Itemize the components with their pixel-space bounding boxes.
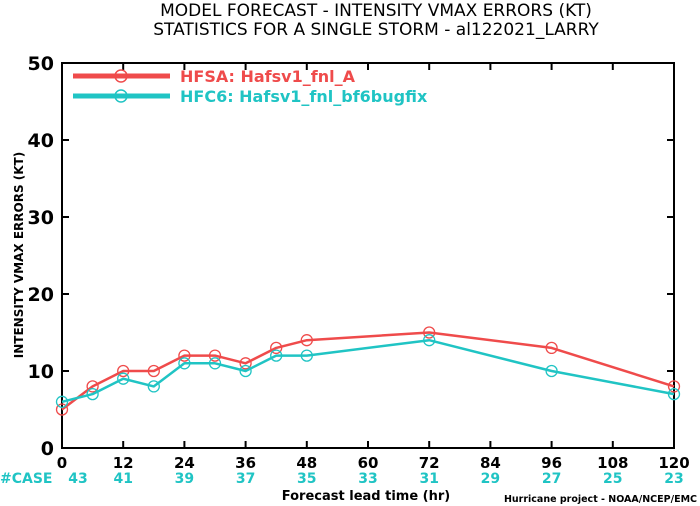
series-2-point (117, 372, 130, 385)
chart-title: MODEL FORECAST - INTENSITY VMAX ERRORS (… (160, 1, 592, 21)
case-count: 31 (419, 471, 438, 487)
y-tick-label: 10 (28, 361, 54, 383)
y-tick-label: 20 (28, 284, 54, 306)
x-tick-label: 12 (113, 454, 134, 472)
x-tick-label: 96 (541, 454, 562, 472)
case-count: 29 (481, 471, 500, 487)
x-tick-label: 36 (235, 454, 256, 472)
axes: 0 10 20 30 40 50 0 12 24 36 48 60 72 84 96 108 120 (28, 53, 690, 472)
series-2-point (55, 395, 69, 408)
case-row: #CASE 43 41 39 37 35 33 31 29 27 25 23 (0, 471, 684, 487)
series-1-point (545, 341, 558, 355)
series-2-point (300, 349, 313, 362)
y-tick-label: 40 (28, 130, 54, 152)
legend-label-1: HFSA: Hafsv1_fnl_A (180, 67, 356, 86)
case-count: 37 (236, 471, 255, 487)
series-2-point (270, 349, 283, 362)
case-count: 25 (603, 471, 622, 487)
series-2-point (86, 387, 99, 401)
x-tick-label: 24 (174, 454, 195, 472)
y-tick-label: 30 (28, 207, 54, 229)
series-2-point (423, 334, 436, 347)
y-tick-label: 0 (41, 438, 54, 460)
series-layer (55, 326, 681, 416)
case-count: 23 (664, 471, 683, 487)
x-tick-label: 0 (57, 454, 67, 472)
x-tick-label: 84 (480, 454, 501, 472)
series-1-point (208, 349, 222, 362)
x-tick-label: 120 (658, 454, 689, 472)
series-2-point (667, 387, 681, 401)
series-1-point (239, 357, 252, 370)
series-1-point (423, 326, 436, 339)
x-tick-label: 48 (296, 454, 317, 472)
legend-label-2: HFC6: Hafsv1_fnl_bf6bugfix (180, 87, 428, 106)
y-axis-label: INTENSITY VMAX ERRORS (KT) (12, 152, 26, 358)
case-count: 43 (68, 471, 87, 487)
series-2-point (178, 357, 191, 370)
case-count: 27 (542, 471, 561, 487)
series-2-point (147, 380, 160, 393)
series-1-point (86, 380, 99, 393)
chart-subtitle: STATISTICS FOR A SINGLE STORM - al122021… (153, 20, 599, 40)
legend-marker-1 (114, 69, 128, 83)
x-axis-label: Forecast lead time (hr) (282, 489, 450, 504)
series-2-point (545, 364, 558, 378)
x-tick-label: 108 (597, 454, 628, 472)
x-tick-label: 72 (419, 454, 440, 472)
case-count: 33 (358, 471, 377, 487)
series-1-point (270, 341, 283, 355)
y-tick-label: 50 (28, 53, 54, 75)
case-count: 41 (113, 471, 132, 487)
series-1-point (300, 334, 313, 347)
series-line-1 (61, 331, 675, 411)
series-1-point (147, 364, 160, 378)
series-1-point (55, 403, 69, 416)
plot-frame (61, 62, 675, 449)
legend-marker-2 (114, 89, 128, 103)
series-2-point (239, 364, 252, 378)
credit-text: Hurricane project - NOAA/NCEP/EMC (504, 494, 697, 505)
series-1-point (667, 380, 681, 393)
series-1-point (178, 349, 191, 362)
x-tick-label: 60 (358, 454, 379, 472)
case-count: 39 (175, 471, 194, 487)
series-1-point (117, 364, 130, 378)
case-count: 35 (297, 471, 316, 487)
case-label: #CASE (0, 471, 53, 487)
series-2-point (208, 357, 222, 370)
